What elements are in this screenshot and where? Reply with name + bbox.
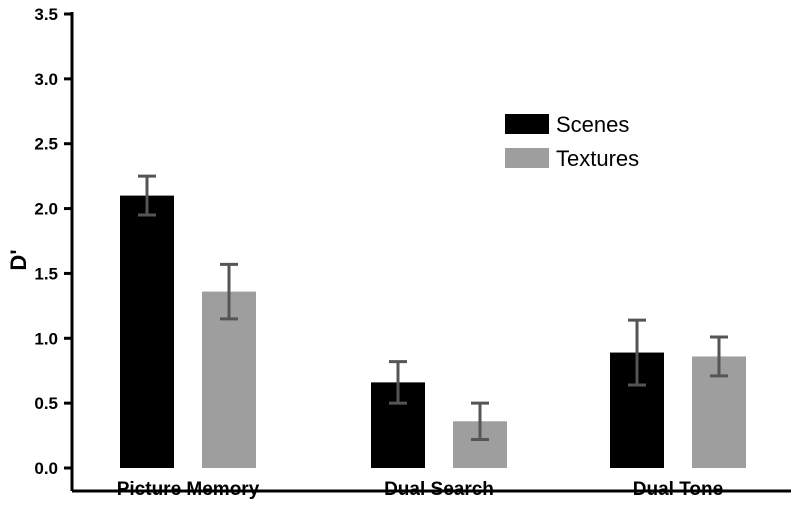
y-tick-label: 3.0: [34, 70, 58, 89]
x-category-label: Picture Memory: [117, 479, 260, 500]
y-tick-label: 0.5: [34, 394, 58, 413]
x-category-label: Dual Tone: [633, 479, 723, 500]
y-tick-label: 2.0: [34, 200, 58, 219]
bar-scenes-picture-memory: [120, 195, 174, 468]
y-tick-label: 0.0: [34, 459, 58, 478]
legend-label-scenes: Scenes: [556, 112, 629, 137]
legend-swatch-scenes: [505, 114, 549, 134]
x-category-label: Dual Search: [384, 479, 494, 500]
y-axis-ticks: 0.0 0.5 1.0 1.5 2.0 2.5 3.0 3.5: [34, 5, 72, 478]
x-axis-labels: Picture Memory Dual Search Dual Tone: [117, 479, 723, 500]
y-tick-label: 3.5: [34, 5, 58, 24]
legend-swatch-textures: [505, 148, 549, 168]
legend: Scenes Textures: [505, 112, 639, 171]
y-tick-label: 1.5: [34, 264, 58, 283]
y-axis-title: D': [6, 249, 31, 270]
legend-label-textures: Textures: [556, 146, 639, 171]
y-tick-label: 1.0: [34, 329, 58, 348]
y-tick-label: 2.5: [34, 135, 58, 154]
error-bars: [138, 174, 728, 441]
bar-textures-picture-memory: [202, 291, 256, 468]
bars: [120, 195, 746, 468]
